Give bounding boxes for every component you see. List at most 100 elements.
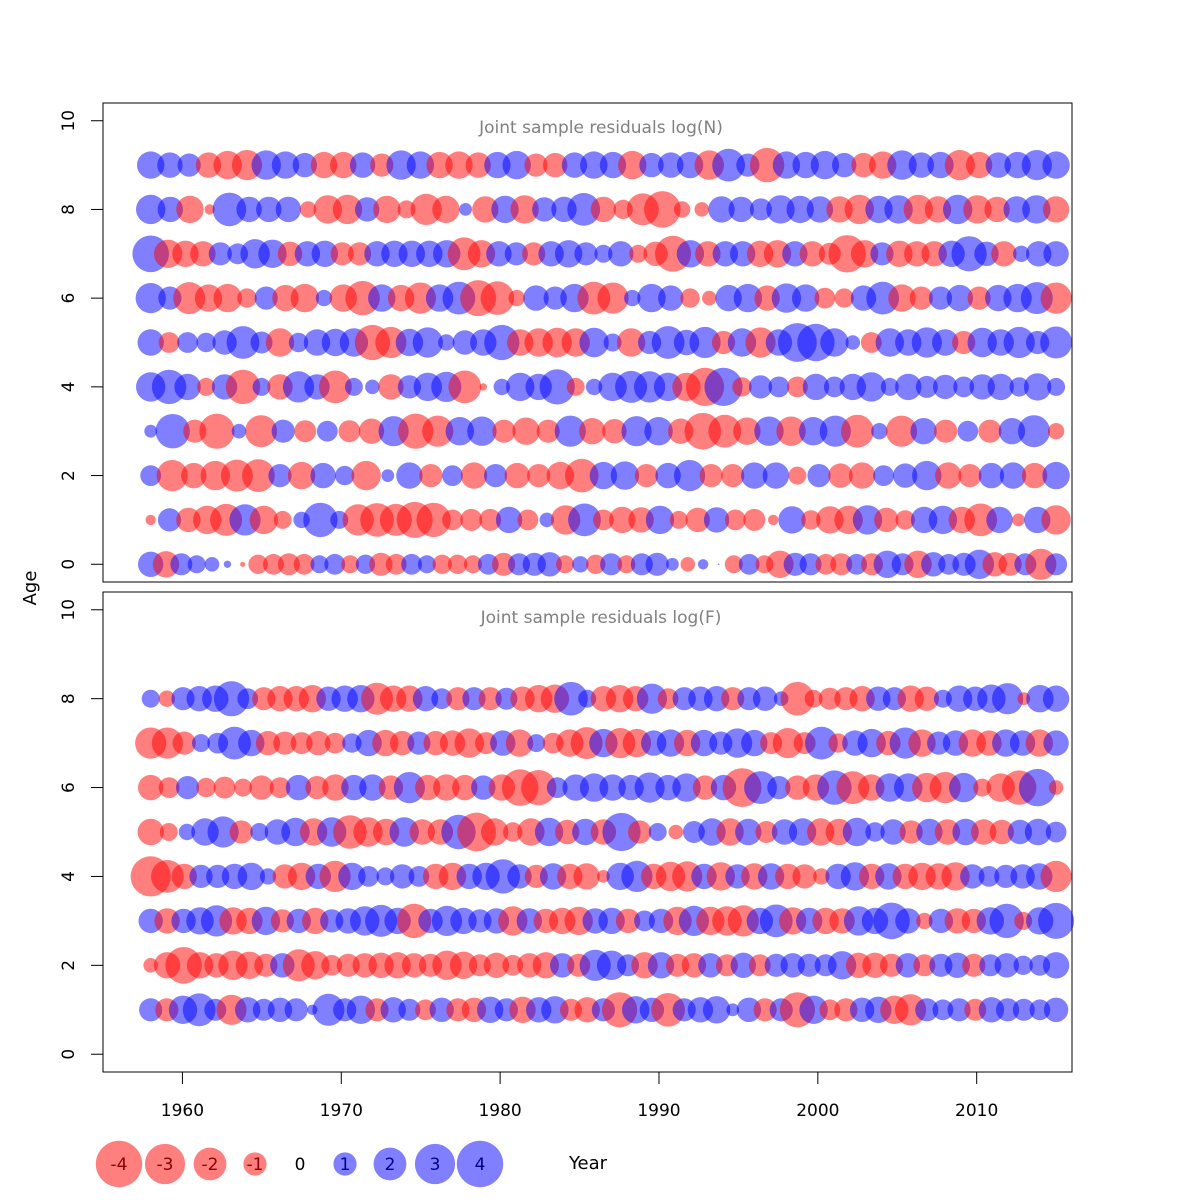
bubble	[732, 377, 752, 397]
bubble	[655, 462, 681, 489]
bubble	[725, 509, 746, 531]
bubble	[332, 194, 363, 225]
bubble	[252, 377, 271, 396]
bubble	[895, 510, 915, 530]
bubble	[910, 418, 937, 445]
bubble	[946, 284, 973, 312]
bubble	[674, 460, 706, 492]
bubble	[589, 461, 618, 490]
bubble	[934, 419, 958, 443]
bubble	[624, 289, 641, 307]
bubble	[196, 332, 216, 353]
bubble	[911, 327, 942, 358]
bubble	[733, 283, 763, 313]
bubble	[799, 241, 825, 267]
bubble	[1042, 196, 1070, 223]
bubble	[486, 241, 512, 267]
bubble	[978, 866, 1000, 887]
legend-label: -4	[111, 1155, 128, 1175]
bubble	[985, 152, 1011, 178]
bubble	[914, 686, 939, 711]
bubble	[634, 772, 665, 803]
y-tick-label: 8	[59, 204, 79, 215]
bubble	[767, 776, 791, 800]
bubble	[978, 419, 1002, 443]
bubble	[586, 554, 606, 574]
bubble	[994, 953, 1019, 978]
bubble	[151, 727, 183, 759]
bubble	[712, 148, 745, 182]
bubble	[743, 508, 766, 531]
bubble	[524, 153, 548, 177]
bubble	[788, 466, 807, 485]
bubble	[610, 461, 640, 490]
bubble	[158, 777, 180, 798]
bubble	[197, 377, 216, 396]
bubble	[828, 733, 848, 753]
bubble	[702, 290, 717, 306]
bubble	[156, 460, 188, 492]
bubble	[431, 688, 453, 710]
bubble	[234, 778, 252, 797]
bubble	[245, 415, 278, 448]
bubble	[412, 327, 443, 358]
bubble	[254, 286, 278, 310]
bubble	[271, 419, 295, 443]
bubble	[373, 195, 401, 224]
bubble	[893, 463, 918, 488]
bubble	[753, 998, 777, 1022]
bubble	[471, 775, 496, 800]
bubble	[447, 554, 468, 574]
bubble	[459, 203, 472, 216]
bubble	[628, 820, 652, 844]
legend-bubble	[193, 1147, 227, 1181]
bubble	[341, 774, 367, 801]
bubble	[248, 554, 268, 574]
bubble	[594, 244, 613, 263]
bubble	[842, 817, 872, 847]
bubble	[506, 372, 535, 402]
bubble	[460, 508, 483, 531]
bubble	[330, 242, 354, 266]
bubble	[213, 776, 236, 799]
bubble	[964, 503, 998, 537]
bubble	[137, 329, 164, 356]
bubble	[249, 505, 278, 535]
bubble	[590, 196, 617, 223]
bubble	[799, 417, 828, 446]
bubble	[639, 152, 664, 178]
bubble	[170, 553, 193, 576]
bubble	[284, 998, 308, 1022]
bubble	[316, 420, 338, 442]
bubble	[504, 242, 528, 266]
bubble	[1042, 151, 1070, 179]
bubble	[310, 462, 336, 489]
bubble	[310, 151, 338, 179]
bubble	[810, 150, 840, 180]
bubble	[960, 864, 985, 889]
bubble	[321, 954, 343, 976]
legend-label: -1	[247, 1155, 264, 1175]
legend-label: 4	[475, 1155, 486, 1175]
bubble	[813, 868, 830, 885]
bubble	[921, 552, 946, 577]
bubble	[310, 555, 329, 574]
bubble	[1012, 998, 1035, 1021]
x-tick-label: 1980	[478, 1101, 521, 1121]
bubble	[335, 465, 355, 486]
bubble	[556, 555, 574, 574]
bubble	[381, 469, 395, 482]
bubble	[302, 907, 329, 935]
bubble	[293, 553, 315, 575]
bubble	[818, 687, 841, 710]
bubble	[235, 951, 264, 979]
bubble	[824, 376, 845, 398]
bubble	[602, 812, 641, 852]
bubble	[229, 820, 253, 844]
bubble	[908, 152, 934, 178]
bubble	[446, 687, 470, 711]
bubble	[933, 374, 958, 400]
bubble	[305, 776, 329, 800]
bubble	[978, 997, 1005, 1023]
bubble	[1045, 821, 1067, 843]
